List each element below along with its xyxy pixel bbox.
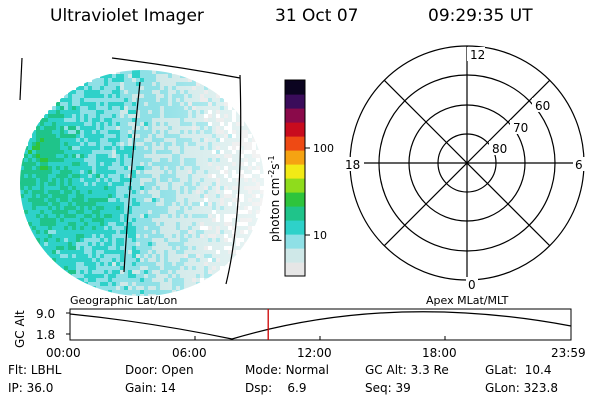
status-door: Door: Open — [125, 363, 194, 377]
status-glat: GLat: 10.4 — [485, 363, 552, 377]
colorbar-cell — [285, 234, 305, 249]
xtick-label-2359: 23:59 — [551, 346, 586, 360]
auroral-image — [20, 70, 264, 296]
status-gain: Gain: 14 — [125, 381, 176, 395]
filter-value: LBHL — [30, 363, 62, 377]
image-date: 31 Oct 07 — [275, 6, 359, 26]
polar-plot — [349, 45, 585, 281]
colorbar-cell — [285, 122, 305, 137]
mode-value: Normal — [285, 363, 329, 377]
gridline-right — [225, 74, 242, 285]
colorbar-cell — [285, 108, 305, 123]
colorbar-cells — [285, 80, 305, 277]
colorbar-cell — [285, 164, 305, 179]
gridline-left — [19, 57, 23, 101]
xtick-label-0000: 00:00 — [46, 346, 81, 360]
polar-diagonal-2 — [383, 79, 551, 247]
xtick-label-1200: 12:00 — [297, 346, 332, 360]
mlat-label-80: 80 — [492, 142, 507, 156]
colorbar-frame — [284, 79, 306, 277]
mlat-label-70: 70 — [513, 121, 528, 135]
colorbar-label-10: 10 — [313, 229, 327, 242]
colorbar-cell — [285, 94, 305, 109]
seq-value: 39 — [395, 381, 411, 395]
colorbar-unit-label: photon cm-2s-1 — [267, 155, 282, 242]
status-mode: Mode: Normal — [245, 363, 329, 377]
gc-alt-value: 3.3 Re — [410, 363, 449, 377]
timeline-axis-title: GC Alt — [13, 310, 27, 348]
status-glon: GLon: 323.8 — [485, 381, 558, 395]
mlat-label-60: 60 — [535, 99, 550, 113]
colorbar-cell — [285, 80, 305, 95]
status-ip: IP: 36.0 — [8, 381, 54, 395]
colorbar-cell — [285, 206, 305, 221]
colorbar-cell — [285, 192, 305, 207]
instrument-title: Ultraviolet Imager — [50, 6, 204, 26]
colorbar-cell — [285, 178, 305, 193]
xtick-label-1800: 18:00 — [422, 346, 457, 360]
xtick-label-0600: 06:00 — [172, 346, 207, 360]
limb-haze — [20, 70, 264, 296]
status-filter: Flt: LBHL — [8, 363, 62, 377]
mlt-label-6: 6 — [575, 158, 583, 172]
altitude-timeline: Geographic Lat/Lon Apex MLat/MLT GC Alt … — [13, 294, 586, 360]
colorbar-cell — [285, 150, 305, 165]
timeline-ytick-low: 1.8 — [36, 328, 55, 342]
image-time: 09:29:35 UT — [428, 6, 533, 26]
colorbar-cell — [285, 136, 305, 151]
glon-value: 323.8 — [523, 381, 558, 395]
mlt-label-18: 18 — [345, 158, 360, 172]
status-gc-alt: GC Alt: 3.3 Re — [365, 363, 449, 377]
colorbar-label-100: 100 — [313, 142, 334, 155]
gain-value: 14 — [160, 381, 176, 395]
timeline-xticks — [194, 336, 446, 340]
status-dsp: Dsp: 6.9 — [245, 381, 307, 395]
colorbar-cell — [285, 220, 305, 235]
ip-value: 36.0 — [26, 381, 54, 395]
gridline-top — [111, 57, 241, 79]
dsp-value: 6.9 — [287, 381, 307, 395]
glat-value: 10.4 — [524, 363, 552, 377]
image-gridlines — [19, 57, 242, 285]
colorbar-cell — [285, 248, 305, 263]
timeline-ytick-high: 9.0 — [36, 307, 55, 321]
timeline-caption-left: Geographic Lat/Lon — [70, 294, 177, 307]
timeline-caption-right: Apex MLat/MLT — [426, 294, 509, 307]
colorbar-cell — [285, 262, 305, 277]
door-value: Open — [161, 363, 194, 377]
mlt-label-0: 0 — [468, 278, 476, 292]
colorbar: 100 10 photon cm-2s-1 — [267, 79, 334, 277]
mlt-label-12: 12 — [470, 48, 485, 62]
altitude-curve — [69, 311, 572, 340]
status-seq: Seq: 39 — [365, 381, 411, 395]
gridline-meridian — [123, 81, 141, 273]
timeline-frame — [69, 308, 572, 341]
